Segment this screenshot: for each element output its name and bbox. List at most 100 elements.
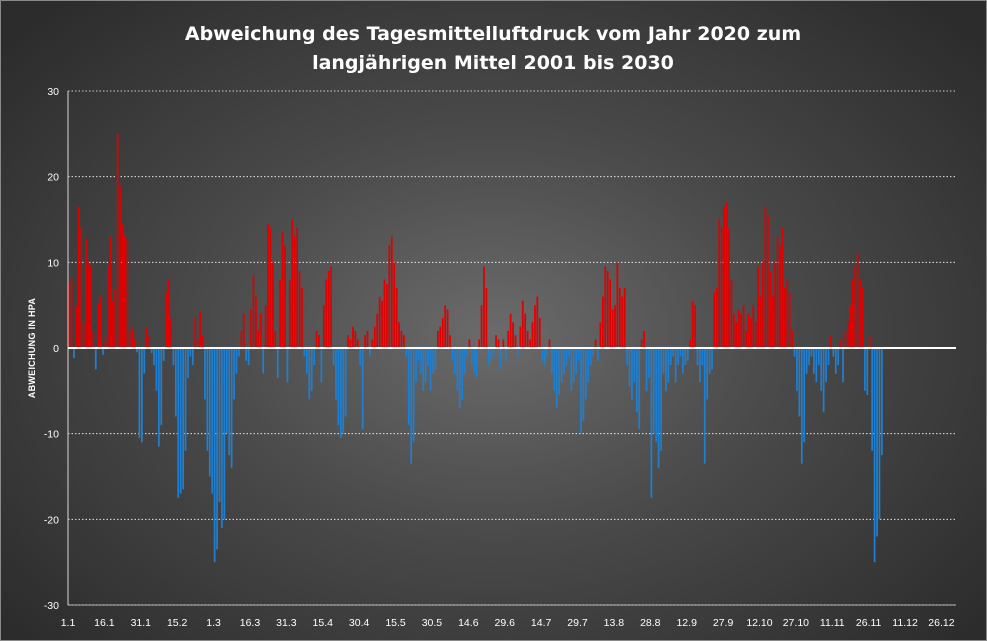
bar bbox=[752, 305, 755, 348]
bar bbox=[805, 348, 808, 374]
bar bbox=[223, 348, 226, 520]
bar bbox=[293, 236, 296, 348]
bar bbox=[648, 348, 650, 378]
bar bbox=[313, 348, 315, 366]
bar bbox=[126, 238, 129, 348]
bar bbox=[560, 348, 563, 383]
bar bbox=[851, 279, 854, 348]
bar bbox=[82, 322, 85, 348]
bar bbox=[201, 335, 204, 348]
bar bbox=[677, 348, 679, 366]
bar bbox=[791, 330, 793, 348]
bar bbox=[589, 348, 592, 366]
bar bbox=[507, 330, 510, 348]
bar bbox=[718, 219, 721, 348]
x-tick-label: 16.1 bbox=[94, 617, 115, 629]
bar bbox=[558, 348, 561, 396]
bar bbox=[854, 266, 857, 348]
bar bbox=[330, 266, 332, 348]
bar bbox=[344, 348, 347, 417]
bar bbox=[196, 339, 199, 348]
bar bbox=[878, 348, 881, 520]
x-tick-label: 12.10 bbox=[746, 617, 772, 629]
bar bbox=[592, 348, 595, 357]
y-axis-title: ABWEICHUNG IN HPA bbox=[27, 298, 37, 399]
bar bbox=[264, 305, 267, 348]
bar bbox=[284, 245, 286, 348]
bar bbox=[536, 296, 539, 348]
x-tick-label: 26.11 bbox=[856, 617, 882, 629]
bar bbox=[461, 348, 463, 400]
bar bbox=[242, 313, 245, 348]
bar bbox=[174, 348, 177, 417]
bar bbox=[876, 348, 878, 537]
bar bbox=[177, 348, 180, 498]
bar bbox=[512, 322, 514, 348]
bar bbox=[417, 348, 420, 361]
bar bbox=[424, 348, 427, 383]
bar bbox=[318, 335, 320, 348]
bar bbox=[820, 348, 823, 391]
y-tick-label: -20 bbox=[44, 514, 59, 526]
bar bbox=[301, 288, 303, 348]
bar bbox=[538, 318, 541, 348]
bar bbox=[257, 330, 260, 348]
bar bbox=[238, 348, 240, 357]
bar bbox=[296, 228, 299, 348]
x-tick-label: 27.10 bbox=[783, 617, 809, 629]
x-tick-label: 11.11 bbox=[820, 617, 845, 629]
bar bbox=[473, 348, 476, 374]
bar bbox=[861, 288, 864, 348]
bar bbox=[373, 326, 376, 348]
bar bbox=[674, 348, 677, 383]
bar bbox=[490, 348, 493, 361]
bar bbox=[446, 309, 449, 348]
bar bbox=[844, 330, 847, 348]
bar bbox=[211, 348, 214, 494]
bar bbox=[747, 313, 750, 348]
bar bbox=[167, 279, 170, 348]
bar bbox=[856, 253, 859, 348]
bar bbox=[633, 348, 636, 383]
bar bbox=[136, 348, 138, 353]
bar bbox=[213, 348, 216, 563]
x-tick-label: 26.12 bbox=[928, 617, 954, 629]
bar bbox=[762, 262, 764, 348]
bar bbox=[793, 348, 796, 357]
bar bbox=[701, 348, 704, 366]
bar bbox=[371, 339, 374, 348]
bar bbox=[361, 348, 364, 430]
bar bbox=[388, 245, 391, 348]
bar bbox=[274, 330, 277, 348]
bar bbox=[230, 348, 233, 468]
x-tick-label: 13.8 bbox=[604, 617, 625, 629]
bar bbox=[759, 296, 762, 348]
bar bbox=[543, 348, 546, 366]
bar bbox=[871, 348, 874, 451]
bar bbox=[240, 330, 243, 348]
bar bbox=[662, 348, 665, 374]
bar bbox=[735, 322, 738, 348]
bar bbox=[153, 348, 155, 366]
bar bbox=[689, 339, 692, 348]
bar bbox=[519, 326, 522, 348]
bar bbox=[420, 348, 422, 374]
bar bbox=[432, 348, 434, 374]
bar bbox=[386, 283, 388, 348]
bar bbox=[378, 296, 381, 348]
bar bbox=[111, 301, 114, 348]
bar bbox=[606, 270, 609, 348]
bar bbox=[369, 348, 371, 357]
bar bbox=[77, 206, 80, 348]
bar bbox=[407, 348, 410, 426]
bar bbox=[327, 270, 330, 348]
bar bbox=[128, 330, 131, 348]
bar bbox=[769, 270, 772, 348]
bar bbox=[97, 303, 100, 348]
bar bbox=[393, 262, 396, 348]
bar bbox=[466, 348, 468, 357]
bars bbox=[68, 133, 883, 563]
x-tick-label: 27.9 bbox=[713, 617, 734, 629]
bar bbox=[87, 262, 90, 348]
bar bbox=[500, 348, 502, 370]
